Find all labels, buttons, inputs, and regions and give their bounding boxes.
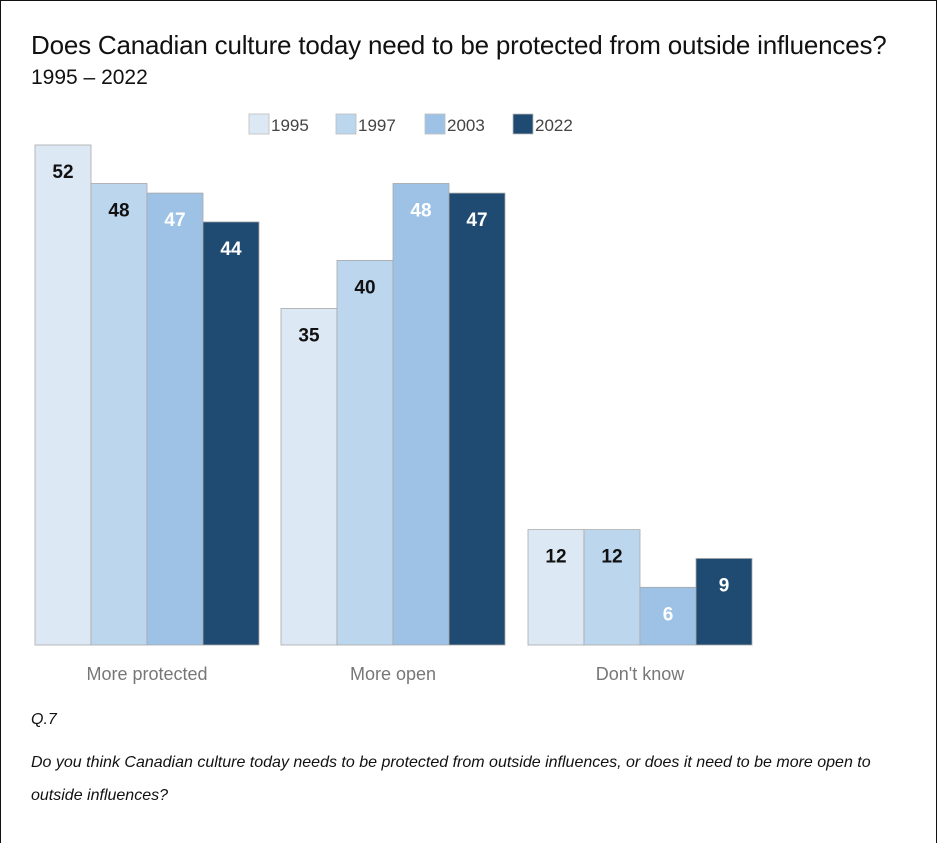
bar-more-protected-1997 [90, 183, 148, 646]
data-label-more-protected-2022: 44 [220, 239, 242, 260]
data-label-more-protected-1997: 48 [108, 200, 129, 221]
bar-chart: 52 48 47 44 More protected 35 40 48 47 More open 1… [34, 113, 753, 684]
legend-swatch-2003 [424, 113, 446, 135]
legend-label-2022: 2022 [535, 116, 573, 135]
category-label-more-protected: More protected [86, 664, 207, 684]
category-label-don-t-know: Don't know [596, 664, 685, 684]
bar-more-open-2003 [392, 183, 450, 646]
bar-more-open-1997 [336, 259, 394, 646]
question-number: Q.7 [31, 711, 57, 728]
legend-swatch-1997 [335, 113, 357, 135]
bar-more-open-1995 [280, 308, 338, 646]
legend-label-1995: 1995 [271, 116, 309, 135]
data-label-don-t-know-2003: 6 [663, 604, 674, 625]
data-label-more-open-1997: 40 [354, 277, 375, 298]
chart-title: Does Canadian culture today need to be p… [31, 30, 887, 60]
bar-don-t-know-2003 [639, 586, 697, 646]
data-label-don-t-know-2022: 9 [719, 575, 730, 596]
legend-label-2003: 2003 [447, 116, 485, 135]
data-label-more-protected-2003: 47 [164, 210, 185, 231]
data-label-more-open-1995: 35 [298, 325, 320, 346]
data-label-more-open-2003: 48 [410, 200, 431, 221]
question-text: Do you think Canadian culture today need… [31, 754, 871, 804]
category-label-more-open: More open [350, 664, 436, 684]
bar-don-t-know-2022 [695, 558, 753, 646]
data-label-don-t-know-1995: 12 [545, 547, 566, 568]
legend-swatch-1995 [248, 113, 270, 135]
bar-more-protected-1995 [34, 144, 92, 646]
data-label-more-open-2022: 47 [466, 210, 487, 231]
data-label-more-protected-1995: 52 [52, 162, 73, 183]
bar-more-protected-2003 [146, 192, 204, 646]
bar-more-protected-2022 [202, 221, 260, 646]
data-label-don-t-know-1997: 12 [601, 547, 622, 568]
bar-more-open-2022 [448, 192, 506, 646]
legend-swatch-2022 [512, 113, 534, 135]
bar-don-t-know-1995 [527, 529, 585, 646]
chart-subtitle: 1995 – 2022 [31, 66, 148, 89]
legend-label-1997: 1997 [358, 116, 396, 135]
